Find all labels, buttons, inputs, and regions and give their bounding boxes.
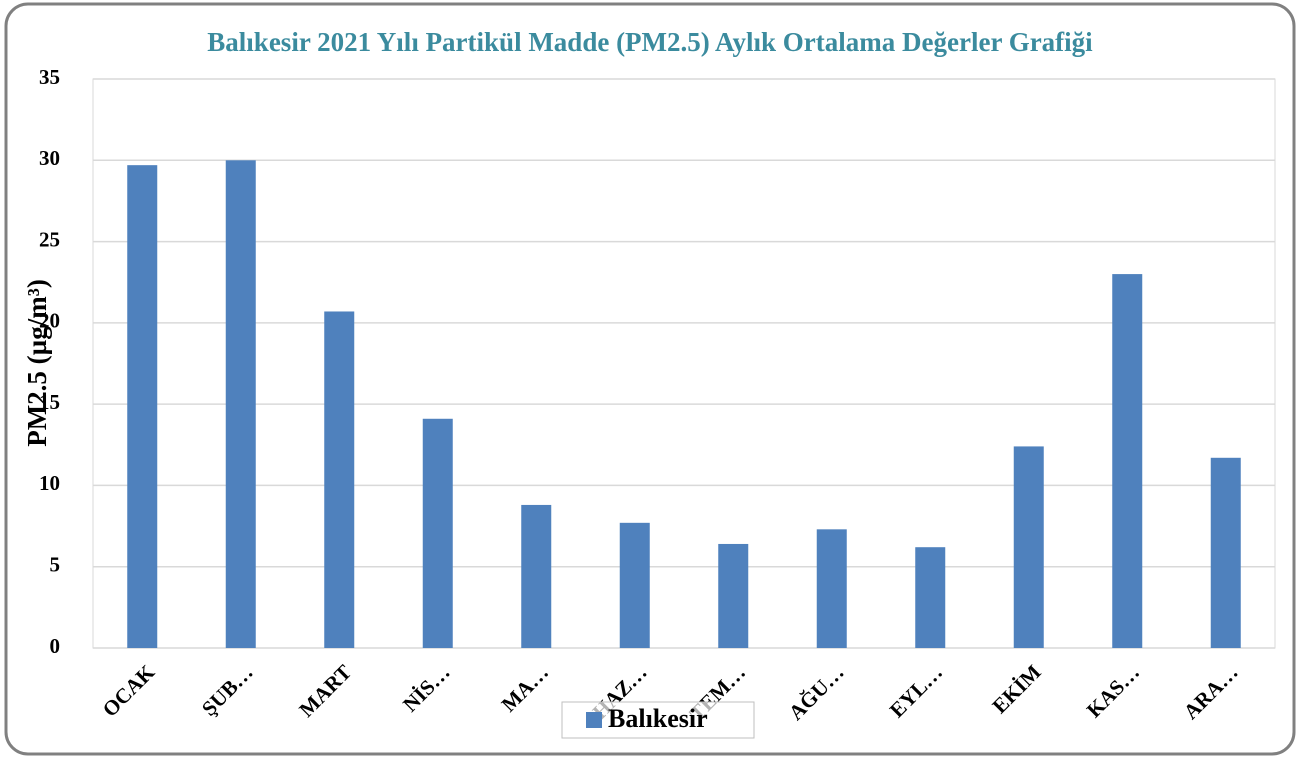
bar (422, 418, 453, 648)
y-tick-label: 5 (50, 553, 61, 577)
bar (619, 522, 650, 648)
legend-label: Balıkesir (608, 704, 708, 733)
bar (1112, 274, 1143, 648)
y-tick-label: 20 (39, 309, 60, 333)
bar (816, 529, 847, 648)
bar (521, 504, 552, 648)
y-tick-label: 10 (39, 471, 60, 495)
bar (225, 160, 256, 649)
y-tick-label: 35 (39, 65, 60, 89)
chart-title: Balıkesir 2021 Yılı Partikül Madde (PM2.… (207, 27, 1093, 57)
bar (1210, 457, 1241, 648)
bar (1013, 446, 1044, 648)
y-tick-label: 25 (39, 227, 60, 251)
bar (915, 547, 946, 648)
bar (127, 165, 158, 649)
bar (718, 543, 749, 648)
y-tick-label: 15 (39, 390, 60, 414)
y-tick-label: 30 (39, 146, 60, 170)
y-axis-label: PM2.5 (µg/m³) (22, 279, 52, 447)
chart-frame (4, 2, 1296, 756)
legend-swatch (586, 712, 602, 728)
bar (324, 311, 355, 648)
y-tick-label: 0 (50, 634, 61, 658)
